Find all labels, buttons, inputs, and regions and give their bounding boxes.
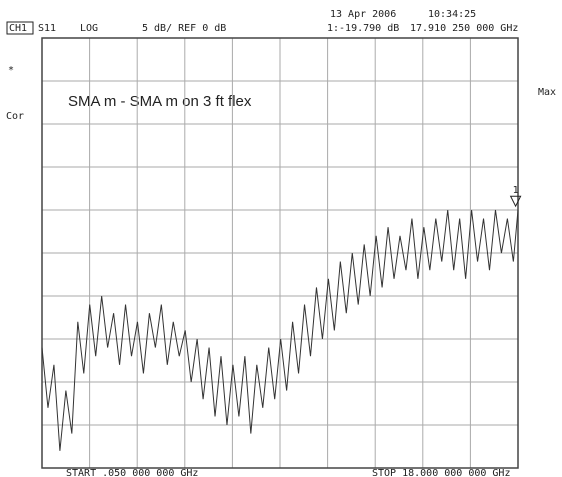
marker-readout: 1:-19.790 dB [327, 23, 399, 34]
status-cor: Cor [6, 111, 24, 122]
marker [509, 195, 522, 208]
status-max: Max [538, 87, 556, 98]
status-star: * [8, 65, 14, 76]
trace [41, 209, 519, 451]
scale: 5 dB/ REF 0 dB [142, 23, 226, 34]
plot-frame [41, 37, 519, 469]
channel: CH1 [9, 23, 27, 34]
time: 10:34:25 [428, 9, 476, 20]
format: LOG [80, 23, 98, 34]
annotation: SMA m - SMA m on 3 ft flex [68, 93, 252, 110]
channel-box [6, 21, 34, 35]
marker-frequency: 17.910 250 000 GHz [410, 23, 518, 34]
stop-label: STOP 18.000 000 000 GHz [372, 468, 510, 477]
date: 13 Apr 2006 [330, 9, 396, 20]
parameter: S11 [38, 23, 56, 34]
marker-label: 1 [513, 185, 519, 196]
start-label: START .050 000 000 GHz [66, 468, 198, 477]
